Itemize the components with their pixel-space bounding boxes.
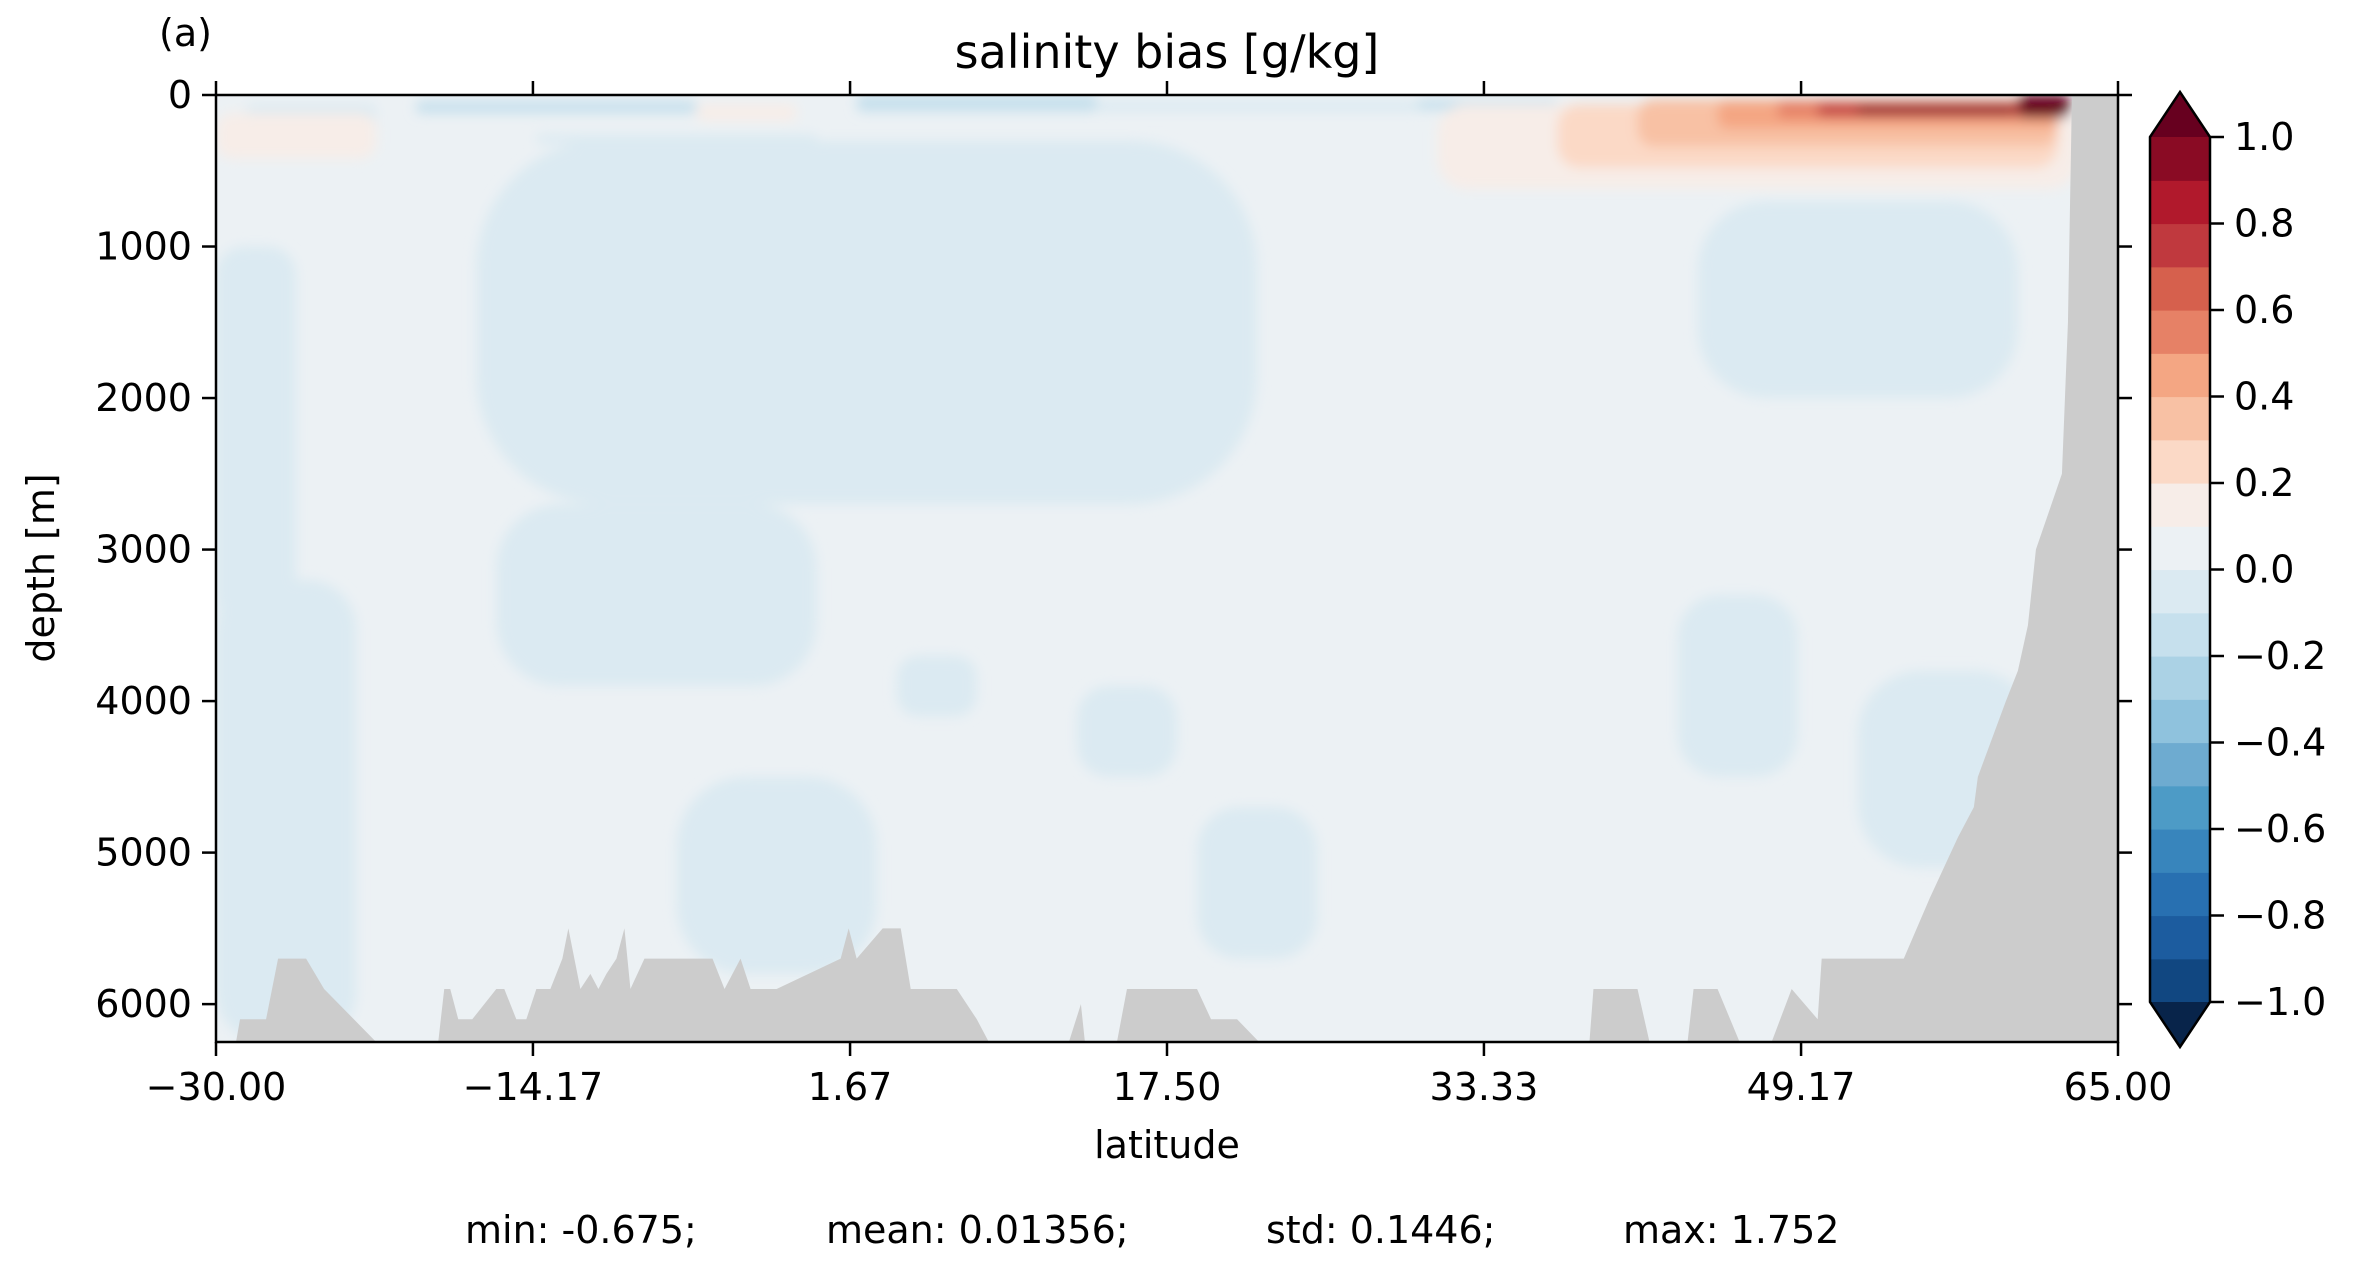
colorbar-tick-label: 1.0 [2234, 115, 2294, 159]
colorbar-segment [2150, 742, 2210, 787]
anomaly-region [1697, 201, 2018, 399]
anomaly-region [1677, 595, 1798, 777]
panel-label: (a) [159, 11, 212, 55]
colorbar-segment [2150, 310, 2210, 354]
colorbar-tick-label: 0.2 [2234, 461, 2294, 505]
colorbar-tick-label: −1.0 [2234, 980, 2326, 1024]
y-tick-label: 1000 [95, 225, 192, 269]
colorbar-segment [2150, 180, 2210, 225]
anomaly-region [1857, 105, 2014, 115]
colorbar-tick-label: 0.6 [2234, 288, 2294, 332]
colorbar-segment [2150, 266, 2210, 311]
colorbar-tick-label: −0.8 [2234, 894, 2326, 938]
colorbar: 1.0 0.8 0.6 0.4 0.2 0.0 −0.2 −0.4 −0.6 −0.8 −1.0 [2148, 89, 2326, 1050]
x-tick-label: 1.67 [808, 1065, 893, 1109]
colorbar-segment [2150, 829, 2210, 873]
y-tick-label: 3000 [95, 528, 192, 572]
stat-std: std: 0.1446; [1266, 1208, 1495, 1252]
colorbar-segment [2150, 483, 2210, 527]
anomaly-region [856, 95, 1097, 112]
colorbar-tick-label: 0.0 [2234, 548, 2294, 592]
anomaly-region [216, 246, 297, 626]
colorbar-segment [2150, 915, 2210, 960]
anomaly-region [896, 655, 977, 717]
colorbar-segment [2150, 612, 2210, 657]
x-tick-label: 49.17 [1747, 1065, 1856, 1109]
colorbar-segment [2150, 569, 2210, 614]
colorbar-segment [2150, 439, 2210, 484]
heatmap-plot-area [216, 95, 2118, 1042]
x-axis: −30.00 −14.17 1.67 17.50 33.33 49.17 65.00 [146, 81, 2173, 1109]
x-tick-label: 33.33 [1430, 1065, 1539, 1109]
colorbar-segment [2150, 785, 2210, 830]
colorbar-segment [2150, 137, 2210, 181]
x-tick-label: 17.50 [1113, 1065, 1222, 1109]
colorbar-segment [2150, 958, 2210, 1003]
y-tick-label: 5000 [95, 831, 192, 875]
colorbar-segment [2150, 526, 2210, 571]
colorbar-tick-label: 0.8 [2234, 202, 2294, 246]
anomaly-region [676, 776, 877, 974]
stat-min: min: -0.675; [465, 1208, 697, 1252]
y-tick-label: 6000 [95, 982, 192, 1026]
anomaly-region [1096, 101, 1418, 112]
anomaly-region [416, 101, 697, 114]
anomaly-region [216, 113, 377, 159]
colorbar-extend-min [2150, 1002, 2210, 1047]
x-tick-label: 65.00 [2064, 1065, 2173, 1109]
anomaly-region [496, 504, 817, 686]
colorbar-segment [2150, 656, 2210, 700]
colorbar-segment [2150, 223, 2210, 268]
colorbar-segment [2150, 396, 2210, 441]
anomaly-region [2017, 95, 2070, 118]
anomaly-region [216, 579, 357, 1042]
anomaly-region [1076, 685, 1178, 777]
colorbar-tick-label: −0.2 [2234, 634, 2326, 678]
colorbar-tick-label: −0.6 [2234, 807, 2326, 851]
colorbar-extend-max [2150, 92, 2210, 137]
anomaly-region [696, 104, 797, 121]
y-axis-label: depth [m] [19, 473, 63, 662]
y-tick-label: 0 [168, 73, 192, 117]
stat-max: max: 1.752 [1623, 1208, 1839, 1252]
x-tick-label: −30.00 [146, 1065, 287, 1109]
anomaly-region [536, 134, 817, 144]
y-axis: 0 1000 2000 3000 4000 5000 6000 [95, 73, 2132, 1026]
land-mask [216, 95, 2118, 1042]
colorbar-tick-label: 0.4 [2234, 375, 2294, 419]
anomaly-region [1197, 807, 1318, 959]
colorbar-segment [2150, 353, 2210, 398]
chart-title: salinity bias [g/kg] [955, 25, 1380, 79]
stat-mean: mean: 0.01356; [826, 1208, 1129, 1252]
anomaly-region [476, 140, 1258, 505]
colorbar-segment [2150, 699, 2210, 744]
y-tick-label: 2000 [95, 376, 192, 420]
x-axis-label: latitude [1094, 1123, 1240, 1167]
anomaly-regions [216, 95, 2078, 1042]
colorbar-tick-label: −0.4 [2234, 721, 2326, 765]
x-tick-label: −14.17 [463, 1065, 604, 1109]
y-tick-label: 4000 [95, 679, 192, 723]
colorbar-segment [2150, 872, 2210, 917]
